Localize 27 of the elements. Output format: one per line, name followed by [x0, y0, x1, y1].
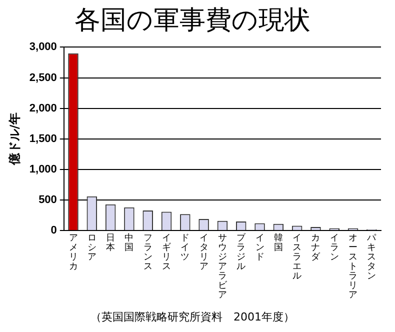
x-tick-label: オーストラリア: [348, 234, 358, 300]
x-tick-label: 韓国: [274, 232, 283, 254]
x-tick-label: イラン: [330, 234, 339, 263]
x-tick-label: イスラエル: [292, 234, 302, 282]
x-tick-label: イタリア: [199, 234, 208, 272]
x-tick-label: ブラジル: [236, 232, 247, 272]
y-axis-title: 億ドル/年: [7, 112, 22, 166]
text: （英国国際戦略研究所資料 2001年度）: [90, 310, 294, 324]
y-tick-label: 1,000: [29, 164, 57, 176]
x-tick-label: イギリス: [162, 234, 172, 272]
y-tick-label: 2,500: [29, 72, 57, 84]
x-tick-label: サウジアラビア: [218, 234, 228, 300]
y-tick-label: 0: [50, 224, 57, 237]
x-tick-label: インド: [255, 234, 264, 263]
x-tick-label: ロシア: [87, 234, 96, 263]
x-tick-label: フランス: [143, 234, 152, 272]
x-tick-label: ドイツ: [180, 234, 190, 263]
y-tick-label: 500: [38, 194, 57, 206]
chart-title: 各国の軍事費の現状: [74, 5, 310, 36]
x-tick-label: パキスタン: [366, 234, 378, 282]
y-tick-label: 3,000: [29, 41, 57, 54]
x-tick-label: 日本: [106, 234, 116, 254]
x-tick-label: 中国: [124, 232, 134, 254]
y-tick-label: 1,500: [29, 132, 57, 145]
x-tick-label: カナダ: [311, 234, 322, 263]
y-tick-label: 2,000: [29, 102, 57, 114]
x-tick-label: アメリカ: [68, 234, 78, 272]
